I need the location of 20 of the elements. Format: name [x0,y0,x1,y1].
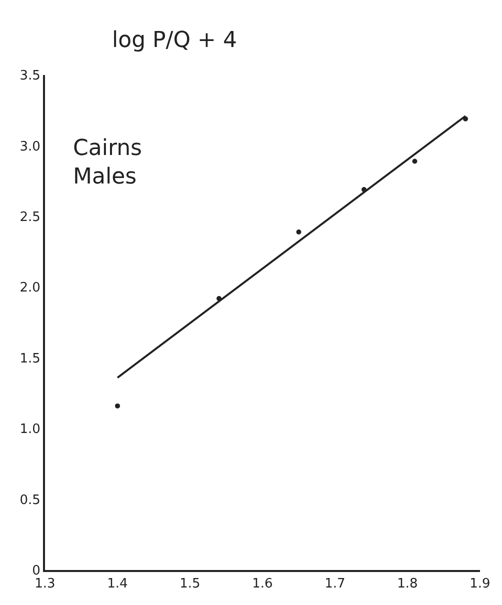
x-tick-label: 1.9 [470,576,490,592]
x-tick-label: 1.8 [397,576,418,592]
point [296,229,302,234]
annotation: Cairns Males [73,136,142,190]
x-tick-label: 1.4 [107,576,128,592]
point [412,158,418,164]
y-tick-label: 0.5 [20,492,40,508]
y-tick-label: 0 [32,564,40,579]
y-tick-label: 1.5 [20,351,40,366]
x-tick-label: 1.6 [252,576,273,592]
y-tick-label: 1.0 [20,422,40,438]
point [115,403,120,408]
x-tick-label: 1.5 [180,576,200,592]
y-axis-title: log P/Q + 4 [112,28,237,53]
y-tick-label: 2.5 [20,210,40,225]
y-tick-label: 2.0 [20,280,40,296]
x-tick-label: 1.3 [34,576,56,592]
x-tick-label: 1.7 [324,576,346,592]
y-tick-label: 3.0 [20,139,40,154]
y-tick-label: 3.5 [20,68,40,84]
